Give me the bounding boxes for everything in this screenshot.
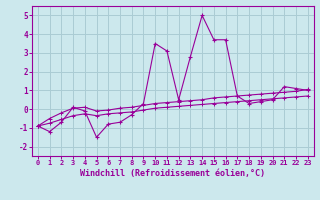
X-axis label: Windchill (Refroidissement éolien,°C): Windchill (Refroidissement éolien,°C) [80, 169, 265, 178]
